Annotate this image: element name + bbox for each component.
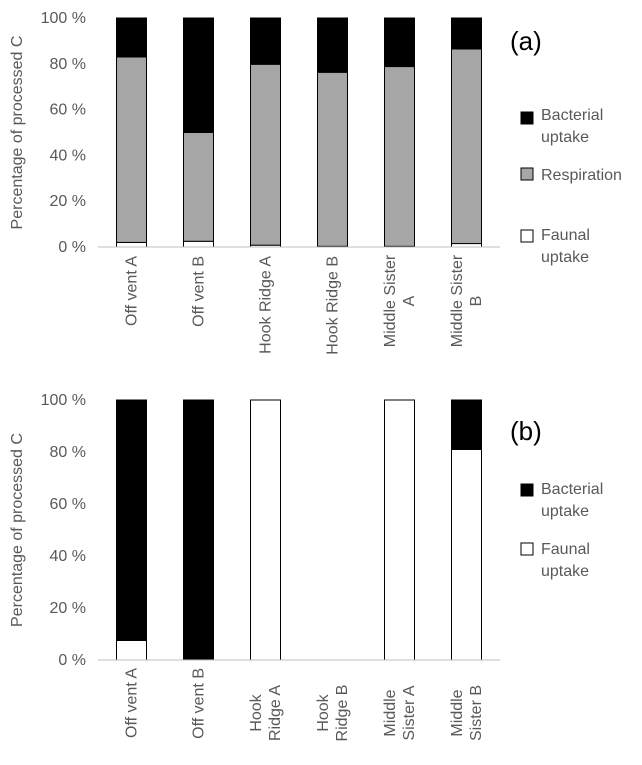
legend-label: Bacterial uptake: [541, 481, 603, 520]
bar-segment-faunal-uptake: [451, 448, 482, 661]
legend-swatch: [520, 111, 534, 125]
bar-segment-respiration: [384, 66, 415, 247]
category-label: Off vent B: [191, 668, 208, 739]
bar-segment-bacterial-uptake: [250, 17, 281, 65]
y-axis-label: Percentage of processed C: [9, 433, 26, 627]
bar-segment-bacterial-uptake: [183, 399, 214, 661]
category-label: Middle Sister A: [382, 685, 418, 740]
bar-segment-respiration: [451, 48, 482, 245]
y-tick-label: 20 %: [50, 600, 86, 617]
y-tick-label: 20 %: [50, 193, 86, 210]
bar-segment-respiration: [183, 132, 214, 242]
bar-segment-bacterial-uptake: [451, 17, 482, 50]
legend-label: Faunal uptake: [541, 541, 590, 580]
bar-segment-bacterial-uptake: [384, 17, 415, 68]
category-label: Hook Ridge A: [248, 685, 284, 741]
legend-swatch: [520, 229, 534, 243]
bar-segment-faunal-uptake: [451, 243, 482, 248]
bar-segment-bacterial-uptake: [116, 17, 147, 58]
y-tick-label: 40 %: [50, 548, 86, 565]
y-tick-label: 0 %: [58, 652, 86, 669]
bar-segment-faunal-uptake: [384, 399, 415, 661]
legend-label: Bacterial uptake: [541, 107, 603, 146]
bar-segment-bacterial-uptake: [183, 17, 214, 133]
chart-panel-b: 0 % 20 % 40 % 60 % 80 % 100 % Percentage of pr…: [9, 392, 603, 741]
bar-segment-respiration: [116, 56, 147, 243]
legend-swatch: [520, 167, 534, 181]
category-label: Middle Sister B: [449, 685, 485, 741]
category-label: Off vent B: [191, 256, 208, 327]
bar-segment-faunal-uptake: [250, 399, 281, 661]
bar-segment-respiration: [317, 71, 348, 247]
bar-segment-bacterial-uptake: [116, 399, 147, 641]
category-label: Hook Ridge A: [258, 256, 275, 354]
y-tick-label: 100 %: [41, 392, 86, 409]
legend-swatch: [520, 483, 534, 497]
y-tick-label: 60 %: [50, 496, 86, 513]
bar-segment-bacterial-uptake: [317, 17, 348, 73]
panel-label: (b): [510, 416, 542, 446]
y-axis-label: Percentage of processed C: [9, 36, 26, 230]
y-tick-label: 60 %: [50, 102, 86, 119]
category-label: Off vent A: [124, 668, 141, 738]
legend-label: Faunal uptake: [541, 227, 590, 266]
bar-segment-faunal-uptake: [116, 640, 147, 661]
panel-label: (a): [510, 26, 542, 56]
bar-segment-faunal-uptake: [183, 240, 214, 248]
y-tick-label: 80 %: [50, 56, 86, 73]
category-label: Hook Ridge B: [315, 685, 351, 742]
y-tick-label: 0 %: [58, 239, 86, 256]
category-label: Middle Sister A: [382, 254, 418, 347]
legend-swatch: [520, 542, 534, 556]
category-label: Hook Ridge B: [325, 256, 342, 355]
y-tick-label: 80 %: [50, 444, 86, 461]
legend-label: Respiration: [541, 167, 622, 184]
category-label: Off vent A: [124, 256, 141, 326]
chart-panel-a: 0 % 20 % 40 % 60 % 80 % 100 % Percentage of pr…: [9, 10, 622, 355]
bar-segment-bacterial-uptake: [451, 399, 482, 450]
category-label: Middle Sister B: [449, 254, 485, 347]
y-tick-label: 100 %: [41, 10, 86, 27]
bar-segment-respiration: [250, 63, 281, 246]
bar-segment-faunal-uptake: [116, 241, 147, 248]
y-tick-label: 40 %: [50, 147, 86, 164]
